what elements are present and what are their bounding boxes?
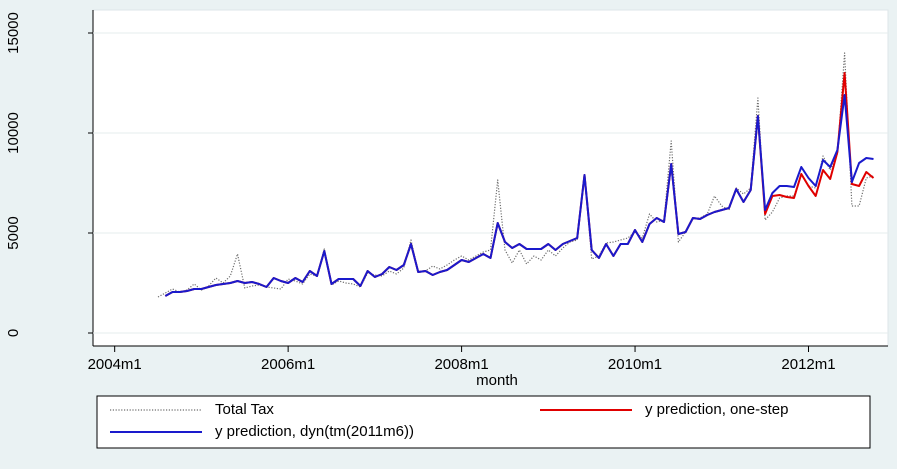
x-tick-label: 2010m1 bbox=[608, 356, 662, 373]
y-tick-label: 5000 bbox=[5, 216, 22, 249]
x-axis-title: month bbox=[476, 372, 518, 389]
y-tick-label: 10000 bbox=[5, 112, 22, 154]
x-tick-label: 2004m1 bbox=[88, 356, 142, 373]
series-line bbox=[164, 94, 874, 297]
plot-area bbox=[92, 9, 889, 347]
legend-label: y prediction, one-step bbox=[645, 401, 788, 418]
legend-label: Total Tax bbox=[215, 401, 274, 418]
legend-label: y prediction, dyn(tm(2011m6)) bbox=[215, 423, 414, 440]
x-tick-label: 2006m1 bbox=[261, 356, 315, 373]
x-tick-label: 2008m1 bbox=[434, 356, 488, 373]
y-tick-label: 15000 bbox=[5, 12, 22, 54]
y-tick-label: 0 bbox=[5, 329, 22, 337]
legend-box bbox=[96, 395, 871, 449]
x-tick-label: 2012m1 bbox=[781, 356, 835, 373]
